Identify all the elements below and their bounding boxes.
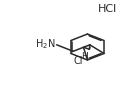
- Text: Cl: Cl: [74, 56, 83, 66]
- Text: H$_2$N: H$_2$N: [35, 37, 55, 51]
- Text: HCl: HCl: [98, 4, 117, 14]
- Text: H: H: [81, 52, 87, 61]
